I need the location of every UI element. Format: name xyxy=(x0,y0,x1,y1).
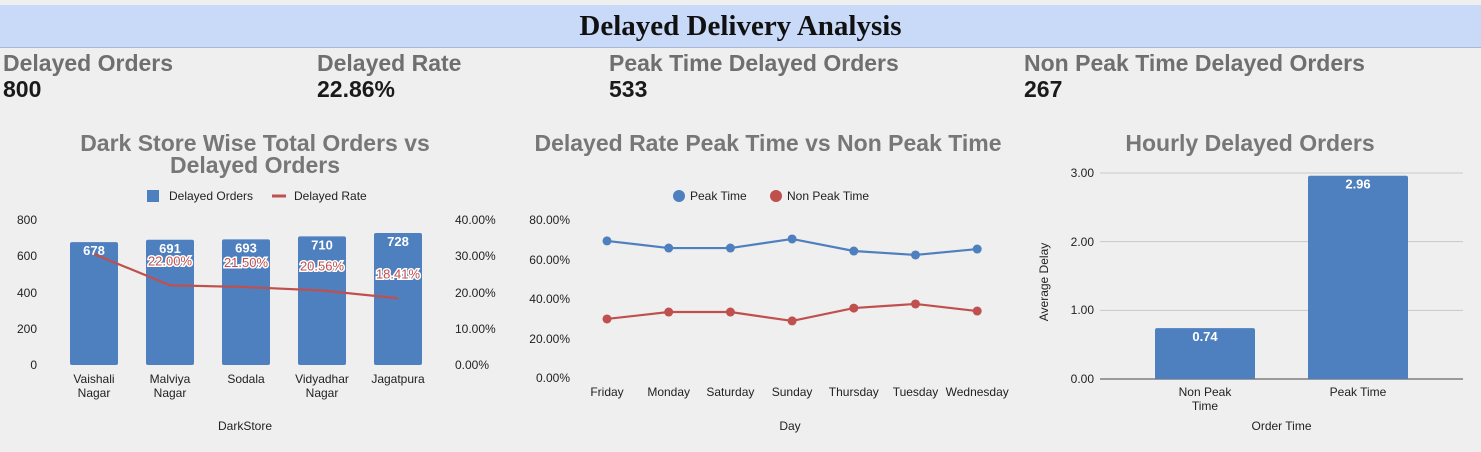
y2-tick-label: 20.00% xyxy=(455,285,496,300)
bar xyxy=(70,242,118,365)
x-axis-label: DarkStore xyxy=(217,419,273,433)
y-tick-label: 80.00% xyxy=(529,213,570,227)
y-tick-label: 1.00 xyxy=(1070,303,1094,318)
x-tick-label: Jagatpura xyxy=(371,372,425,386)
legend-symbol xyxy=(770,190,782,202)
x-axis-label: Day xyxy=(779,419,801,433)
x-tick-label: Thursday xyxy=(828,385,879,399)
data-label: 20.56% xyxy=(300,258,345,273)
data-label: 691 xyxy=(159,241,181,256)
kpi-label: Non Peak Time Delayed Orders xyxy=(1024,50,1365,76)
bar xyxy=(222,239,270,365)
x-tick-label: Vidyadhar Nagar xyxy=(295,372,349,400)
data-label: 22.00% xyxy=(148,253,193,268)
data-label: 728 xyxy=(387,234,409,249)
kpi-value: 533 xyxy=(609,76,648,102)
point xyxy=(849,246,859,256)
x-tick-label: Friday xyxy=(590,385,624,399)
point xyxy=(602,314,612,324)
line xyxy=(93,253,399,300)
point xyxy=(787,234,797,244)
y-tick-label: 0.00 xyxy=(1070,372,1094,386)
kpi-label: Peak Time Delayed Orders xyxy=(609,50,899,76)
chart-title: Hourly Delayed Orders xyxy=(1125,130,1375,156)
kpi-value: 22.86% xyxy=(317,76,396,102)
kpi-label: Delayed Rate xyxy=(317,50,462,76)
data-label: 678 xyxy=(83,243,105,258)
legend-label: Delayed Rate xyxy=(294,189,367,203)
data-label: 710 xyxy=(311,237,333,252)
bar xyxy=(1155,328,1255,379)
x-tick-label: Saturday xyxy=(706,385,755,399)
chart-title: Dark Store Wise Total Orders vs Delayed … xyxy=(80,130,430,178)
x-tick-label: Vaishali Nagar xyxy=(73,372,115,400)
point xyxy=(725,243,735,253)
point xyxy=(787,316,797,326)
point xyxy=(911,250,920,260)
bar xyxy=(374,233,422,365)
page-title: Delayed Delivery Analysis xyxy=(579,10,902,42)
y-tick-label: 800 xyxy=(16,213,37,227)
kpi-value: 267 xyxy=(1024,76,1063,102)
data-label: 693 xyxy=(235,240,257,255)
y2-tick-label: 40.00% xyxy=(455,213,496,227)
y-tick-label: 0 xyxy=(30,358,37,372)
legend-label: Non Peak Time xyxy=(787,189,870,203)
point xyxy=(911,299,920,309)
x-tick-label: Sunday xyxy=(771,385,813,399)
point xyxy=(664,243,674,253)
y-tick-label: 0.00% xyxy=(535,371,570,385)
point xyxy=(972,306,982,316)
y-tick-label: 400 xyxy=(16,285,37,300)
point xyxy=(664,307,674,317)
title-bar: Delayed Delivery Analysis xyxy=(0,5,1481,48)
bar xyxy=(298,236,346,365)
x-tick-label: Sodala xyxy=(227,372,265,386)
y2-tick-label: 30.00% xyxy=(455,249,496,264)
point xyxy=(602,236,612,246)
x-tick-label: Malviya Nagar xyxy=(149,372,191,400)
x-tick-label: Peak Time xyxy=(1329,385,1387,399)
y-tick-label: 3.00 xyxy=(1070,166,1094,180)
x-tick-label: Wednesday xyxy=(945,385,1009,399)
x-tick-label: Non Peak Time xyxy=(1178,385,1232,413)
data-label: 0.74 xyxy=(1192,329,1218,344)
point xyxy=(972,244,982,254)
y-axis-label: Average Delay xyxy=(1037,242,1051,322)
x-tick-label: Monday xyxy=(647,385,691,399)
y-tick-label: 60.00% xyxy=(529,252,570,267)
x-axis-label: Order Time xyxy=(1251,419,1312,433)
y-tick-label: 20.00% xyxy=(529,331,570,346)
legend-symbol xyxy=(147,190,159,202)
data-label: 21.50% xyxy=(224,255,269,270)
point xyxy=(849,303,859,313)
data-label: 18.41% xyxy=(376,266,421,281)
legend-symbol xyxy=(673,190,685,202)
bar xyxy=(1308,175,1408,379)
legend-label: Peak Time xyxy=(690,189,747,203)
y-tick-label: 600 xyxy=(16,249,37,264)
chart-title: Delayed Rate Peak Time vs Non Peak Time xyxy=(534,130,1002,156)
y2-tick-label: 0.00% xyxy=(455,358,490,372)
bar xyxy=(146,239,194,365)
y-tick-label: 2.00 xyxy=(1070,234,1094,249)
point xyxy=(725,307,735,317)
y-tick-label: 40.00% xyxy=(529,292,570,306)
y2-tick-label: 10.00% xyxy=(455,321,496,336)
x-tick-label: Tuesday xyxy=(892,385,939,399)
kpi-value: 800 xyxy=(3,76,42,102)
legend-label: Delayed Orders xyxy=(169,189,254,203)
y-tick-label: 200 xyxy=(16,321,37,336)
data-label: 2.96 xyxy=(1345,177,1370,192)
kpi-label: Delayed Orders xyxy=(3,50,174,76)
